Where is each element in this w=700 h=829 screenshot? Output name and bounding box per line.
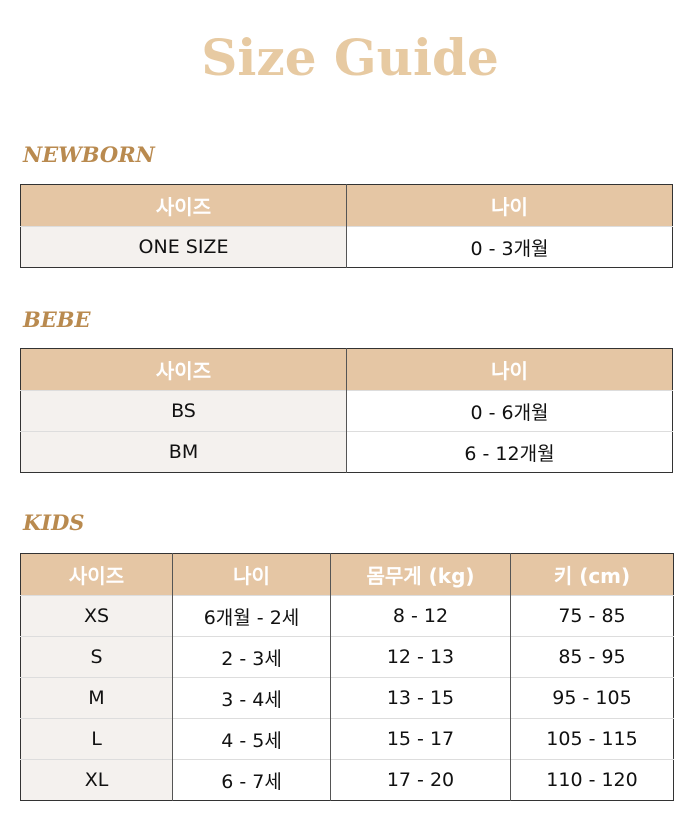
cell-height: 110 - 120: [510, 759, 674, 801]
table-row: BS 0 - 6개월: [20, 390, 673, 432]
cell-weight: 17 - 20: [330, 759, 511, 801]
cell-age: 2 - 3세: [172, 636, 331, 678]
newborn-table: 사이즈 나이 ONE SIZE 0 - 3개월: [20, 184, 673, 268]
header-size: 사이즈: [20, 553, 173, 596]
header-size: 사이즈: [20, 184, 347, 227]
kids-table: 사이즈 나이 몸무게 (kg) 키 (cm) XS 6개월 - 2세 8 - 12 7…: [20, 553, 674, 801]
cell-age: 6 - 7세: [172, 759, 331, 801]
cell-height: 85 - 95: [510, 636, 674, 678]
section-newborn-title: NEWBORN: [23, 142, 155, 167]
section-kids-title: KIDS: [23, 510, 85, 535]
page-title: Size Guide: [201, 28, 499, 87]
table-row: XS 6개월 - 2세 8 - 12 75 - 85: [20, 595, 674, 637]
cell-weight: 12 - 13: [330, 636, 511, 678]
section-bebe-title: BEBE: [23, 307, 91, 332]
cell-size: BS: [20, 390, 347, 432]
cell-height: 95 - 105: [510, 677, 674, 719]
cell-size: XL: [20, 759, 173, 801]
cell-age: 0 - 6개월: [346, 390, 673, 432]
cell-height: 75 - 85: [510, 595, 674, 637]
cell-size: ONE SIZE: [20, 226, 347, 268]
cell-age: 3 - 4세: [172, 677, 331, 719]
cell-height: 105 - 115: [510, 718, 674, 760]
cell-weight: 15 - 17: [330, 718, 511, 760]
cell-age: 6 - 12개월: [346, 431, 673, 473]
table-header: 사이즈 나이 몸무게 (kg) 키 (cm): [20, 553, 674, 596]
header-size: 사이즈: [20, 348, 347, 391]
table-row: XL 6 - 7세 17 - 20 110 - 120: [20, 759, 674, 801]
table-header: 사이즈 나이: [20, 348, 673, 391]
cell-size: M: [20, 677, 173, 719]
cell-age: 6개월 - 2세: [172, 595, 331, 637]
header-age: 나이: [346, 348, 673, 391]
cell-size: XS: [20, 595, 173, 637]
cell-weight: 13 - 15: [330, 677, 511, 719]
table-row: BM 6 - 12개월: [20, 431, 673, 473]
table-header: 사이즈 나이: [20, 184, 673, 227]
cell-age: 0 - 3개월: [346, 226, 673, 268]
header-weight: 몸무게 (kg): [330, 553, 511, 596]
header-age: 나이: [346, 184, 673, 227]
bebe-table: 사이즈 나이 BS 0 - 6개월 BM 6 - 12개월: [20, 348, 673, 473]
header-age: 나이: [172, 553, 331, 596]
cell-weight: 8 - 12: [330, 595, 511, 637]
cell-age: 4 - 5세: [172, 718, 331, 760]
cell-size: S: [20, 636, 173, 678]
table-row: ONE SIZE 0 - 3개월: [20, 226, 673, 268]
cell-size: L: [20, 718, 173, 760]
cell-size: BM: [20, 431, 347, 473]
header-height: 키 (cm): [510, 553, 674, 596]
